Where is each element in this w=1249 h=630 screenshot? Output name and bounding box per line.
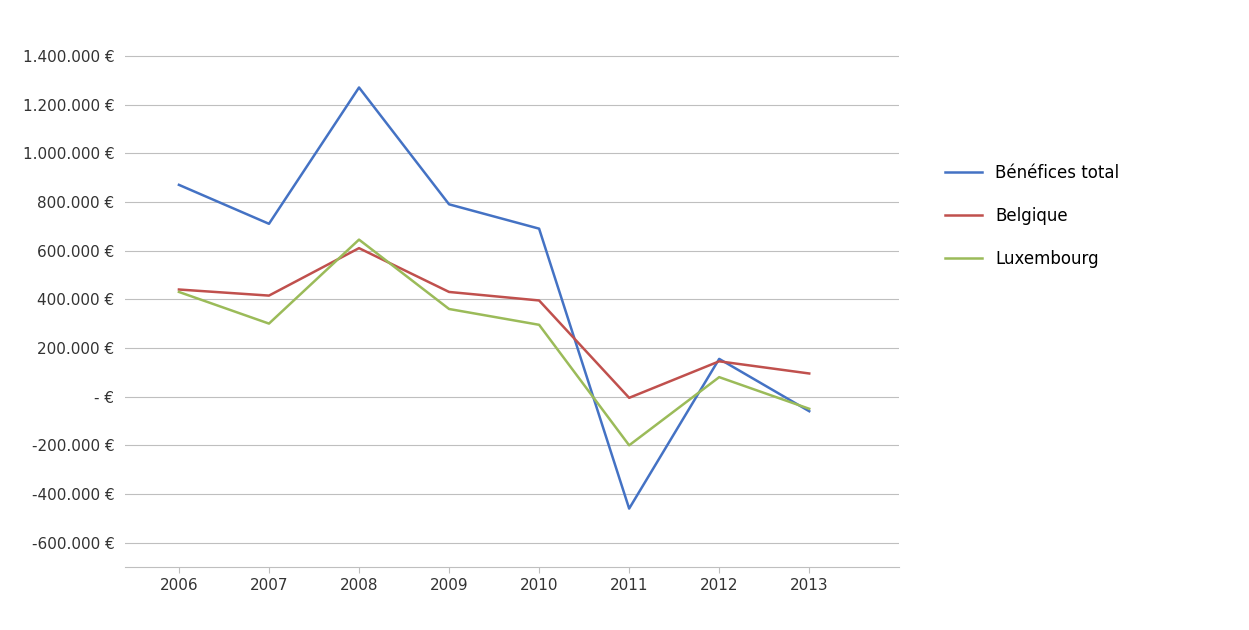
Legend: Bénéfices total, Belgique, Luxembourg: Bénéfices total, Belgique, Luxembourg	[938, 158, 1127, 275]
